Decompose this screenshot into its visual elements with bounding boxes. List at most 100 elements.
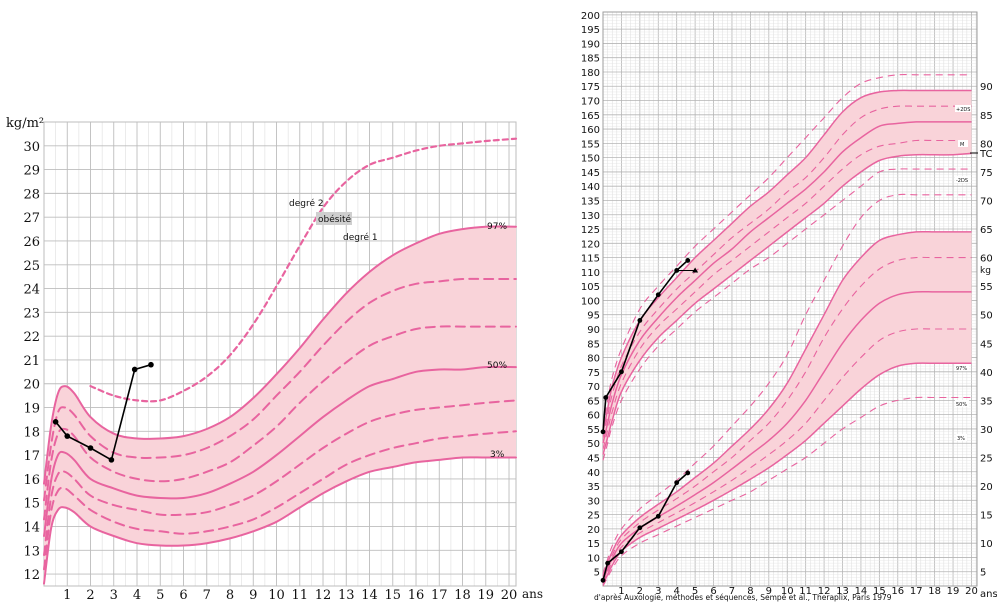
weight-shaded-band: [603, 231, 972, 585]
bmi-y-tick: 13: [23, 544, 40, 559]
hw-x-tick: 17: [910, 586, 923, 597]
bmi-curve-obesity: [89, 137, 518, 403]
height-tick: 160: [581, 125, 600, 136]
height-tick: 140: [581, 182, 600, 193]
height-tick: 50: [587, 439, 600, 450]
weight-tick: 75: [980, 168, 993, 179]
height-tick: 60: [587, 411, 600, 422]
height-tick: 200: [581, 11, 600, 22]
height-label-plus2-bg: [955, 105, 971, 112]
bmi-y-tick: 19: [23, 402, 40, 417]
height-tick: 70: [587, 382, 600, 393]
height-weight-chart: 5101520253035404550556065707580859095100…: [581, 11, 997, 602]
hw-x-tick-labels: 1 2 3 4 5 6 7 8 9 10 11 12 13 14 15 16 17 18 19 20: [618, 586, 978, 597]
weight-label-3: 3%: [957, 436, 965, 442]
weight-label-97: 97%: [956, 366, 967, 372]
bmi-patient-point: [108, 457, 115, 463]
weight-tick: 25: [980, 453, 993, 464]
weight-curve-3: [602, 362, 972, 585]
height-curve-outer-high: [602, 74, 972, 427]
hw-x-tick: 4: [674, 586, 680, 597]
hw-reference-curves: [602, 74, 972, 587]
hw-patient-curves: [600, 258, 699, 583]
bmi-x-tick: 19: [477, 588, 494, 602]
hw-x-tick: 5: [692, 586, 698, 597]
height-curve-plus2: [602, 89, 972, 432]
bmi-patient-point: [148, 361, 154, 368]
bmi-x-tick: 14: [361, 588, 378, 602]
height-tick: 85: [587, 339, 600, 350]
bmi-x-tick: 13: [338, 588, 355, 602]
bmi-y-axis-label: kg/m²: [6, 116, 44, 131]
weight-tick: 45: [980, 339, 993, 350]
height-tick: 30: [587, 496, 600, 507]
hw-x-tick: 8: [747, 586, 753, 597]
hw-x-tick: 19: [947, 586, 960, 597]
bmi-x-tick: 10: [268, 588, 285, 602]
height-curve-outer-low: [602, 168, 972, 461]
target-height-label: TC: [979, 149, 993, 160]
hw-x-tick: 3: [655, 586, 661, 597]
height-tick: 195: [581, 25, 600, 36]
weight-curve-outer-low: [602, 396, 972, 587]
height-patient-point: [600, 429, 606, 435]
height-label-minus2: -2DS: [956, 178, 968, 184]
bmi-x-tick: 15: [384, 588, 401, 602]
height-tick: 180: [581, 68, 600, 79]
percentile-label-50: 50%: [487, 361, 507, 371]
weight-tick: 65: [980, 225, 993, 236]
height-curve-mean: [602, 121, 972, 444]
weight-curve-50: [602, 290, 972, 582]
weight-tick: 85: [980, 111, 993, 122]
bmi-x-tick: 6: [179, 588, 187, 602]
weight-patient-point: [674, 480, 680, 486]
bmi-curve-dashed: [43, 325, 517, 521]
height-tick-labels: 5 10 15 20 25 30 35 40 45 50 55 60 65 70 75 80 85 90 95 100…: [581, 11, 600, 579]
bmi-curve-solid: [43, 456, 517, 585]
bmi-curve-dashed: [43, 430, 517, 571]
hw-x-tick: 14: [855, 586, 868, 597]
height-tick: 25: [587, 511, 600, 522]
height-tick: 155: [581, 139, 600, 150]
bmi-y-tick: 18: [23, 425, 40, 440]
height-tick: 135: [581, 196, 600, 207]
height-tick: 35: [587, 482, 600, 493]
weight-label-50-bg: [955, 400, 969, 407]
height-tick: 190: [581, 39, 600, 50]
weight-label-3-bg: [956, 434, 967, 441]
height-patient-point: [603, 395, 609, 400]
height-label-plus2: +2DS: [956, 107, 970, 113]
height-tick: 165: [581, 111, 600, 122]
hw-x-tick: 15: [873, 586, 886, 597]
weight-tick: 35: [980, 396, 993, 407]
height-tick: 20: [587, 525, 600, 536]
weight-axis-label: kg: [980, 266, 991, 276]
bmi-y-tick: 20: [23, 378, 40, 393]
obesity-label-background: [316, 212, 352, 225]
weight-patient-point: [637, 525, 643, 531]
bmi-patient-point: [52, 419, 59, 425]
bmi-y-tick: 26: [23, 235, 40, 250]
bmi-x-tick: 7: [203, 588, 211, 602]
weight-tick: 40: [980, 368, 993, 379]
bmi-x-tick: 3: [110, 588, 118, 602]
height-tick: 100: [581, 296, 600, 307]
height-tick: 10: [587, 553, 600, 564]
bmi-y-tick: 25: [23, 259, 40, 274]
height-tick: 75: [587, 368, 600, 379]
height-label-mean-bg: [958, 140, 968, 147]
weight-tick: 20: [980, 482, 993, 493]
height-shaded-band: [603, 90, 972, 455]
hw-x-tick: 13: [836, 586, 849, 597]
hw-grid: [602, 11, 978, 587]
height-tick: 45: [587, 453, 600, 464]
height-tick: 175: [581, 82, 600, 93]
height-tick: 55: [587, 425, 600, 436]
bmi-y-tick: 17: [23, 449, 40, 464]
weight-label-50: 50%: [956, 402, 967, 408]
hw-x-tick: 16: [891, 586, 904, 597]
bmi-y-tick: 16: [23, 473, 40, 488]
bmi-x-axis-label: ans: [522, 587, 543, 601]
bmi-x-tick: 20: [501, 588, 518, 602]
